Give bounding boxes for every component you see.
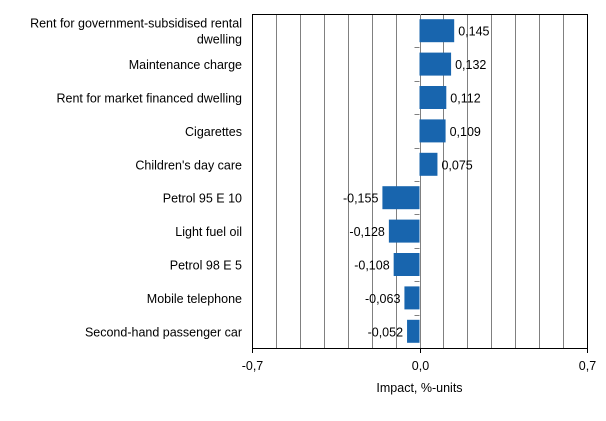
- bar: [388, 219, 420, 243]
- data-label: 0,112: [450, 92, 480, 106]
- category-label-line: Children's day care: [135, 158, 242, 172]
- category-label-line: Second-hand passenger car: [85, 325, 242, 339]
- data-label: 0,075: [441, 158, 472, 172]
- data-label: 0,132: [455, 58, 486, 72]
- bar: [419, 152, 438, 176]
- data-label: -0,052: [368, 325, 403, 339]
- category-label-line: Rent for market financed dwelling: [56, 92, 242, 106]
- bar: [419, 19, 455, 43]
- category-label: Children's day care: [135, 158, 242, 172]
- category-label: Mobile telephone: [147, 292, 242, 306]
- category-label-line: Petrol 98 E 5: [170, 259, 242, 273]
- bar: [407, 319, 420, 343]
- category-label-line: dwelling: [197, 33, 242, 47]
- category-label: Petrol 98 E 5: [170, 259, 242, 273]
- x-tick-label: 0,0: [412, 359, 429, 373]
- category-label-line: Petrol 95 E 10: [163, 192, 242, 206]
- category-label-line: Rent for government-subsidised rental: [30, 17, 242, 31]
- bar: [419, 52, 452, 76]
- category-label: Rent for government-subsidised rental dwe…: [30, 17, 242, 47]
- category-label: Petrol 95 E 10: [163, 192, 242, 206]
- data-label: -0,155: [343, 192, 378, 206]
- category-label: Light fuel oil: [175, 225, 242, 239]
- bar: [404, 286, 420, 310]
- category-label: Cigarettes: [185, 125, 242, 139]
- data-label: -0,108: [354, 259, 389, 273]
- data-label: -0,128: [349, 225, 384, 239]
- category-label-line: Cigarettes: [185, 125, 242, 139]
- bar: [393, 253, 420, 276]
- data-label: 0,145: [458, 25, 489, 39]
- category-label: Maintenance charge: [129, 58, 242, 72]
- category-label: Second-hand passenger car: [85, 325, 242, 339]
- x-tick-label: 0,7: [579, 359, 596, 373]
- bar: [382, 186, 420, 210]
- data-label: -0,063: [365, 292, 400, 306]
- category-label-line: Maintenance charge: [129, 58, 242, 72]
- x-tick-label: -0,7: [242, 359, 264, 373]
- category-label: Rent for market financed dwelling: [56, 92, 242, 106]
- category-label-line: Light fuel oil: [175, 225, 242, 239]
- category-label-line: Mobile telephone: [147, 292, 242, 306]
- bar: [419, 86, 447, 109]
- x-axis-label: Impact, %-units: [376, 381, 462, 395]
- data-label: 0,109: [450, 125, 481, 139]
- bar: [419, 119, 446, 143]
